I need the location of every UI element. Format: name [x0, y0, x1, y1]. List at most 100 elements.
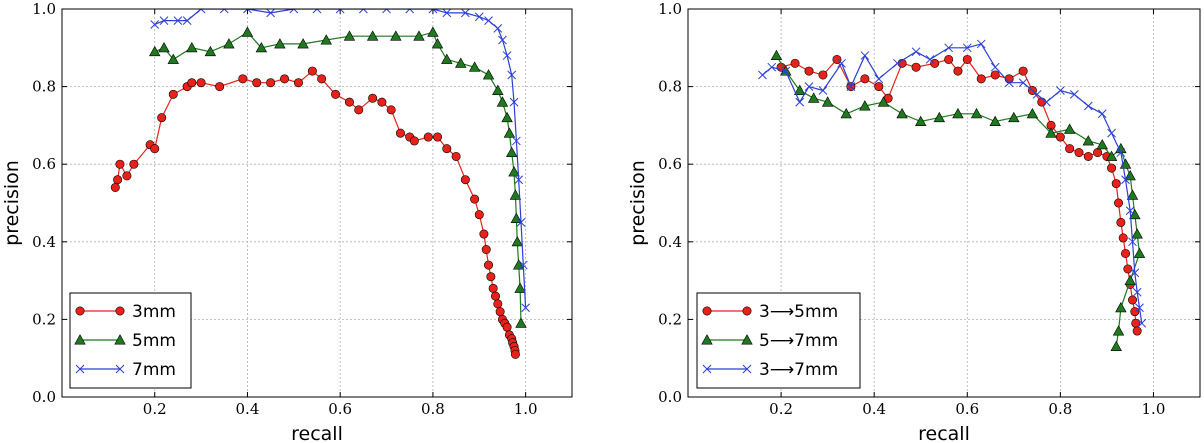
legend-label: 3mm [132, 302, 176, 322]
data-point [409, 136, 419, 146]
legend-marker [702, 306, 712, 316]
data-point [840, 107, 852, 119]
data-point [767, 62, 777, 72]
data-point [474, 12, 484, 22]
data-point [482, 69, 495, 80]
y-tick-label: 0.6 [32, 155, 56, 173]
legend-marker [115, 364, 125, 374]
y-axis-label: precision [627, 160, 649, 246]
data-point [1137, 318, 1147, 328]
data-point [386, 105, 396, 115]
data-point [413, 30, 425, 41]
chart-left: 0.2 0.4 0.6 0.8 1.0 0.0 0.2 0.4 0.6 0.8 1.0 recall p… [1, 0, 573, 443]
data-point [150, 20, 160, 29]
data-point [1132, 326, 1142, 336]
legend: 3⟶5mm 5⟶7mm 3⟶7mm [696, 292, 861, 389]
y-tick-label: 0.0 [658, 388, 682, 406]
data-point [818, 70, 828, 80]
data-point [832, 54, 842, 64]
data-point [952, 107, 964, 119]
y-tick-label: 0.6 [658, 155, 682, 173]
data-point [427, 26, 439, 37]
data-point [795, 97, 805, 107]
data-point [490, 291, 500, 301]
data-point [1093, 148, 1103, 158]
data-point [289, 9, 299, 14]
data-point [474, 210, 484, 220]
data-point [468, 61, 481, 72]
data-point [514, 175, 524, 185]
x-tick-label: 0.2 [769, 400, 793, 418]
data-point [1055, 132, 1065, 142]
legend: 3mm 5mm 7mm [69, 292, 192, 389]
data-point [1018, 66, 1028, 76]
data-point [1133, 247, 1146, 258]
x-tick-label: 0.6 [955, 400, 979, 418]
data-point [196, 9, 206, 14]
data-point [488, 283, 498, 293]
data-point [804, 66, 814, 76]
data-point [344, 97, 354, 107]
data-point [846, 82, 856, 91]
data-point [1105, 150, 1118, 161]
data-point [451, 151, 461, 161]
legend-label: 3⟶5mm [759, 302, 838, 322]
data-point [511, 235, 524, 247]
y-tick-label: 0.0 [32, 388, 56, 406]
data-point [390, 30, 402, 41]
legend-marker [75, 306, 85, 316]
data-point [1126, 189, 1139, 200]
data-point [182, 16, 192, 25]
series-line [780, 58, 1138, 332]
data-point [484, 16, 493, 25]
data-point [781, 66, 791, 76]
data-point [307, 66, 317, 76]
legend-label: 3⟶7mm [759, 360, 838, 380]
data-point [793, 84, 806, 95]
data-point [874, 74, 884, 84]
data-point [510, 349, 520, 359]
data-point [280, 74, 290, 84]
data-point [470, 194, 480, 204]
data-point [442, 9, 452, 18]
data-point [1132, 287, 1142, 297]
data-point [925, 55, 935, 64]
data-point [915, 115, 927, 126]
data-point [493, 299, 503, 309]
data-point [423, 132, 433, 142]
data-point [196, 78, 206, 88]
data-point [428, 9, 438, 14]
legend-marker [702, 364, 712, 374]
data-point [317, 74, 327, 84]
data-point [266, 78, 276, 88]
series-line [154, 9, 527, 308]
plot-frame [687, 8, 1201, 398]
data-point [859, 100, 871, 111]
data-point [395, 128, 405, 138]
data-point [1083, 151, 1093, 161]
data-point [1116, 148, 1126, 157]
data-point [860, 74, 870, 84]
data-point [187, 78, 197, 88]
data-point [933, 111, 946, 123]
data-point [113, 175, 123, 185]
data-point [498, 35, 507, 45]
chart-right: 0.2 0.4 0.6 0.8 1.0 0.0 0.2 0.4 0.6 0.8 1.0 recall p… [627, 0, 1201, 443]
legend-label: 5mm [132, 331, 176, 351]
legend-label: 5⟶7mm [759, 331, 838, 351]
x-tick-label: 1.0 [514, 400, 538, 418]
data-point [874, 82, 884, 92]
data-point [514, 282, 526, 293]
data-point [110, 182, 120, 192]
data-point [382, 9, 391, 14]
data-point [1082, 135, 1095, 146]
data-point [1128, 237, 1137, 247]
data-point [1121, 248, 1131, 258]
data-point [1116, 217, 1126, 227]
x-tick-label: 1.0 [1142, 400, 1166, 418]
data-point [1008, 111, 1020, 123]
data-point [821, 96, 834, 107]
data-point [354, 105, 364, 115]
data-point [1042, 97, 1051, 107]
data-point [1107, 128, 1116, 138]
